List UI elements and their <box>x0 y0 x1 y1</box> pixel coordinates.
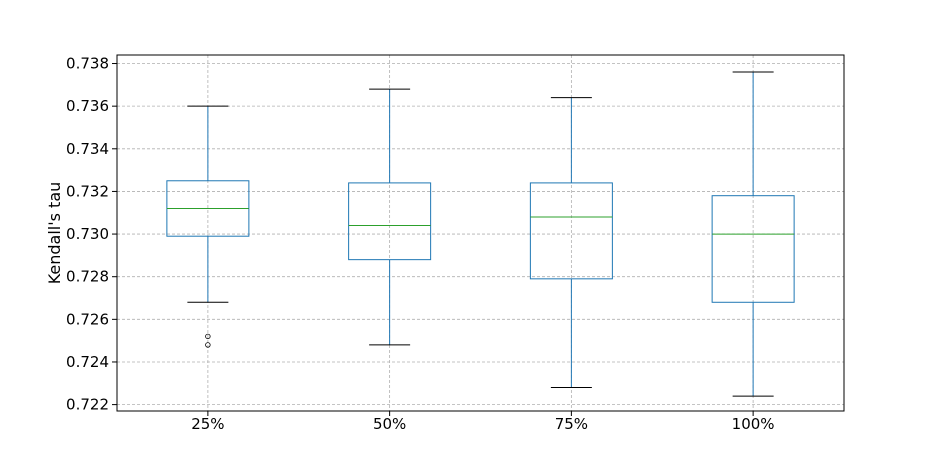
y-tick-label: 0.730 <box>66 225 109 243</box>
x-tick-label: 25% <box>191 415 224 433</box>
box-iqr <box>711 195 795 303</box>
y-tick-label: 0.728 <box>66 268 109 286</box>
y-tick-label: 0.732 <box>66 182 109 200</box>
y-tick-label: 0.738 <box>66 55 109 73</box>
x-tick-label: 50% <box>373 415 406 433</box>
tick-layer: 0.722 0.724 0.726 0.728 0.730 0.732 0.734 0.736… <box>66 55 775 433</box>
y-tick-label: 0.724 <box>66 353 109 371</box>
y-tick-label: 0.736 <box>66 97 109 115</box>
box-iqr <box>348 182 432 261</box>
y-tick-label: 0.726 <box>66 310 109 328</box>
box-layer <box>166 71 795 397</box>
outlier-point <box>205 342 211 348</box>
outlier-point <box>205 333 211 340</box>
box-iqr <box>529 182 613 280</box>
plot-frame <box>116 54 845 412</box>
x-tick-label: 100% <box>732 415 775 433</box>
y-tick-label: 0.734 <box>66 140 109 158</box>
grid-layer <box>117 55 844 411</box>
y-tick-label: 0.722 <box>66 396 109 414</box>
y-axis-title: Kendall's tau <box>45 182 64 285</box>
x-tick-label: 75% <box>555 415 588 433</box>
